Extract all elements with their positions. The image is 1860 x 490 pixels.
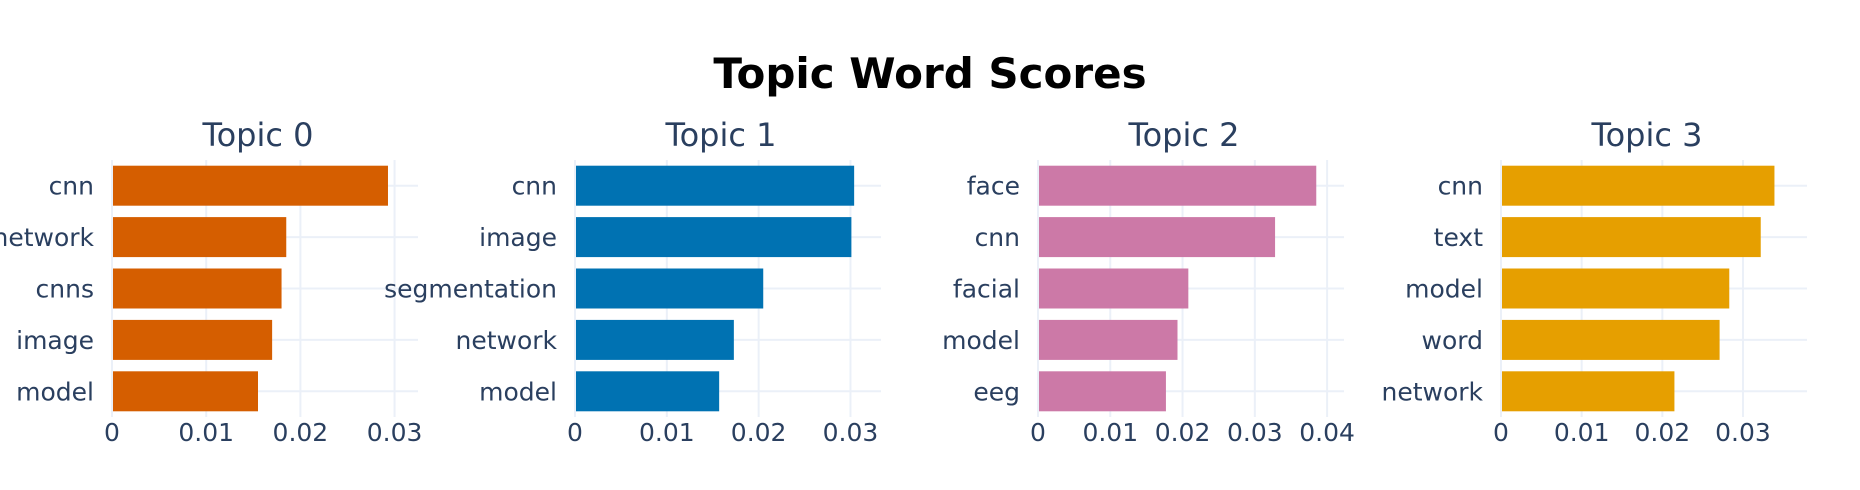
x-tick-label: 0: [1030, 418, 1046, 447]
panel-title: Topic 0: [201, 116, 313, 154]
x-tick-label: 0: [1493, 418, 1509, 447]
x-tick-label: 0: [104, 418, 120, 447]
bar-cnn: [1038, 217, 1276, 258]
panels-group: Topic 0 cnn network cnns image model 0 0.01 0.02…: [0, 116, 1807, 447]
bar-cnns: [112, 268, 282, 309]
bar-model: [575, 371, 720, 412]
bar-image: [575, 217, 852, 258]
category-label: model: [1405, 275, 1483, 304]
x-tick-label: 0.02: [1634, 418, 1690, 447]
panel-title: Topic 1: [664, 116, 776, 154]
x-tick-label: 0: [567, 418, 583, 447]
bar-network: [1501, 371, 1675, 412]
x-tick-label: 0.01: [1082, 418, 1138, 447]
bar-facial: [1038, 268, 1189, 309]
category-label: network: [1381, 377, 1483, 406]
bar-cnn: [112, 165, 388, 206]
category-label: image: [479, 223, 557, 252]
bar-cnn: [575, 165, 855, 206]
x-tick-label: 0.02: [731, 418, 787, 447]
bar-model: [1501, 268, 1730, 309]
category-label: text: [1434, 223, 1484, 252]
bar-word: [1501, 319, 1720, 360]
category-label: face: [967, 172, 1020, 201]
category-label: word: [1422, 326, 1483, 355]
x-tick-label: 0.03: [1715, 418, 1771, 447]
bar-model: [112, 371, 258, 412]
topic-panel-2: Topic 2 face cnn facial model eeg 0 0.01 0.02 0.0…: [942, 116, 1355, 447]
bar-model: [1038, 319, 1178, 360]
bar-network: [575, 319, 734, 360]
panel-title: Topic 2: [1127, 116, 1239, 154]
category-label: model: [16, 377, 94, 406]
category-label: cnn: [975, 223, 1020, 252]
x-tick-label: 0.01: [178, 418, 234, 447]
x-tick-label: 0.02: [1155, 418, 1211, 447]
category-label: cnn: [49, 172, 94, 201]
category-label: eeg: [973, 377, 1020, 406]
category-label: network: [0, 223, 95, 252]
bar-eeg: [1038, 371, 1166, 412]
bar-segmentation: [575, 268, 764, 309]
bar-cnn: [1501, 165, 1775, 206]
category-label: model: [942, 326, 1020, 355]
x-tick-label: 0.02: [273, 418, 329, 447]
panel-title: Topic 3: [1590, 116, 1702, 154]
x-tick-label: 0.04: [1299, 418, 1355, 447]
category-label: image: [16, 326, 94, 355]
topic-panel-3: Topic 3 cnn text model word network 0 0.01 0.02 0…: [1381, 116, 1807, 447]
x-tick-label: 0.03: [367, 418, 423, 447]
chart-title: Topic Word Scores: [713, 49, 1146, 98]
category-label: segmentation: [384, 275, 557, 304]
category-label: network: [455, 326, 557, 355]
category-label: cnns: [36, 275, 94, 304]
bar-text: [1501, 217, 1761, 258]
category-label: cnn: [1438, 172, 1483, 201]
bar-network: [112, 217, 287, 258]
category-label: cnn: [512, 172, 557, 201]
x-tick-label: 0.01: [1554, 418, 1610, 447]
category-label: facial: [953, 275, 1020, 304]
category-label: model: [479, 377, 557, 406]
topic-panel-1: Topic 1 cnn image segmentation network model 0…: [384, 116, 881, 447]
x-tick-label: 0.01: [639, 418, 695, 447]
topic-panel-0: Topic 0 cnn network cnns image model 0 0.01 0.02…: [0, 116, 422, 447]
x-tick-label: 0.03: [1227, 418, 1283, 447]
x-tick-label: 0.03: [823, 418, 879, 447]
bar-face: [1038, 165, 1317, 206]
bar-image: [112, 319, 273, 360]
